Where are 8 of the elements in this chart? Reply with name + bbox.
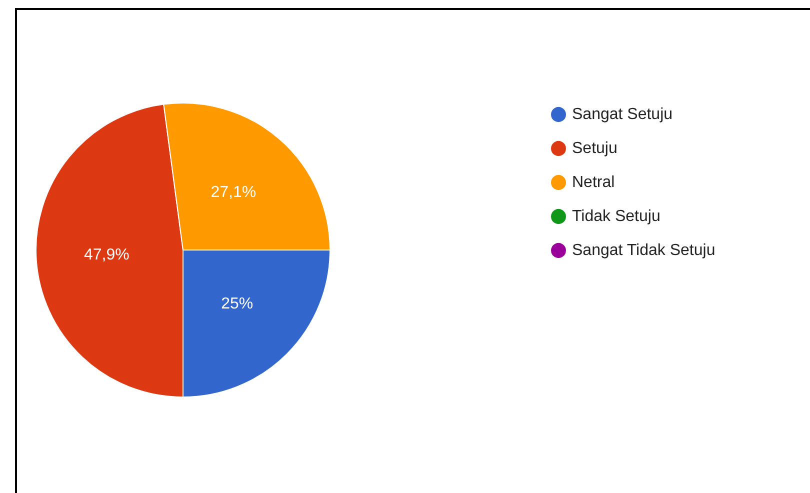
data-label: 25% (221, 296, 254, 313)
legend-label: Netral (572, 174, 615, 191)
legend-label: Sangat Tidak Setuju (572, 242, 716, 259)
legend-label: Setuju (572, 140, 618, 157)
data-label: 27,1% (210, 184, 256, 201)
data-label: 47,9% (84, 246, 130, 264)
legend-label: Tidak Setuju (572, 208, 660, 225)
legend-label: Sangat Setuju (572, 106, 673, 123)
